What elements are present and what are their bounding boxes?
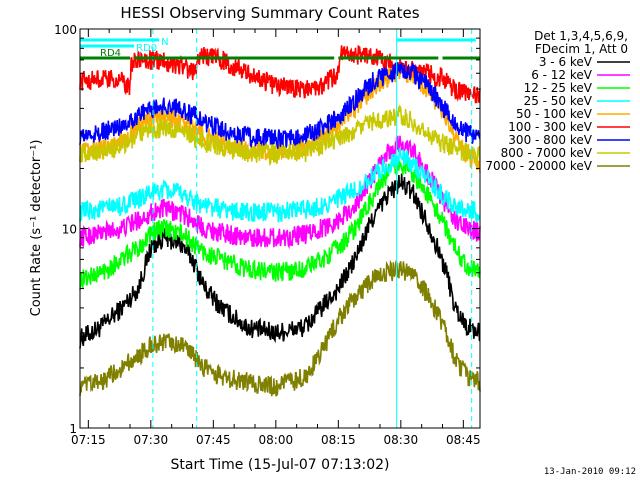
y-tick-label: 1	[69, 422, 77, 436]
legend-label-50-100-kev: 50 - 100 keV	[516, 107, 593, 121]
series-line-12-25-kev	[79, 158, 481, 290]
x-tick-label: 08:45	[446, 433, 481, 447]
flag-bar-n: N	[80, 37, 476, 48]
x-axis: 07:15 07:30 07:45 08:00 08:15 08:30 08:45	[71, 29, 481, 447]
legend-label-25-50-kev: 25 - 50 keV	[524, 94, 593, 108]
legend-label-100-300-kev: 100 - 300 keV	[508, 120, 592, 134]
flag-bar-label: N	[161, 37, 168, 48]
flag-bars-layer: N RD0 RD4	[80, 37, 480, 60]
series-line-3-6-kev	[79, 173, 481, 349]
series-25-50-kev	[79, 148, 481, 223]
legend-label-6-12-kev: 6 - 12 keV	[531, 68, 593, 82]
legend-label-300-800-kev: 300 - 800 keV	[508, 133, 592, 147]
y-axis-label: Count Rate (s⁻¹ detector⁻¹)	[29, 140, 44, 317]
series-300-800-kev	[79, 62, 481, 149]
legend-header-line-1: Det 1,3,4,5,6,9,	[534, 29, 628, 43]
series-100-300-kev	[79, 45, 481, 104]
legend-header-line-2: FDecim 1, Att 0	[535, 42, 628, 56]
x-tick-label: 07:15	[71, 433, 106, 447]
flag-bar-label: RD0	[136, 43, 157, 54]
legend-label-7000-20000-kev: 7000 - 20000 keV	[485, 159, 592, 173]
x-tick-label: 07:45	[196, 433, 231, 447]
x-tick-label: 08:30	[384, 433, 419, 447]
flag-bar-rd4: RD4	[80, 48, 480, 60]
footer-date: 13-Jan-2010 09:12	[544, 467, 636, 477]
y-tick-label: 100	[54, 23, 77, 37]
flag-bar-rd0: RD0	[80, 43, 157, 54]
x-tick-label: 08:15	[321, 433, 356, 447]
series-7000-20000-kev	[79, 259, 481, 397]
legend: Det 1,3,4,5,6,9, FDecim 1, Att 0 3 - 6 k…	[485, 29, 630, 173]
x-axis-label: Start Time (15-Jul-07 07:13:02)	[170, 457, 389, 473]
legend-label-3-6-kev: 3 - 6 keV	[539, 55, 593, 69]
flag-bar-label: RD4	[100, 48, 121, 59]
legend-label-800-7000-kev: 800 - 7000 keV	[501, 146, 593, 160]
series-3-6-kev	[79, 173, 481, 349]
series-800-7000-kev	[79, 104, 481, 167]
series-line-800-7000-kev	[79, 104, 481, 167]
y-axis: 1 10 100	[54, 23, 480, 436]
series-line-25-50-kev	[79, 148, 481, 223]
x-tick-label: 07:30	[134, 433, 169, 447]
y-tick-label: 10	[62, 223, 77, 237]
x-tick-label: 08:00	[259, 433, 294, 447]
legend-label-12-25-kev: 12 - 25 keV	[524, 81, 593, 95]
series-line-300-800-kev	[79, 62, 481, 149]
series-line-7000-20000-kev	[79, 259, 481, 397]
series-12-25-kev	[79, 158, 481, 290]
series-line-100-300-kev	[79, 45, 481, 104]
series-layer	[79, 45, 481, 397]
chart-title: HESSI Observing Summary Count Rates	[120, 4, 419, 22]
